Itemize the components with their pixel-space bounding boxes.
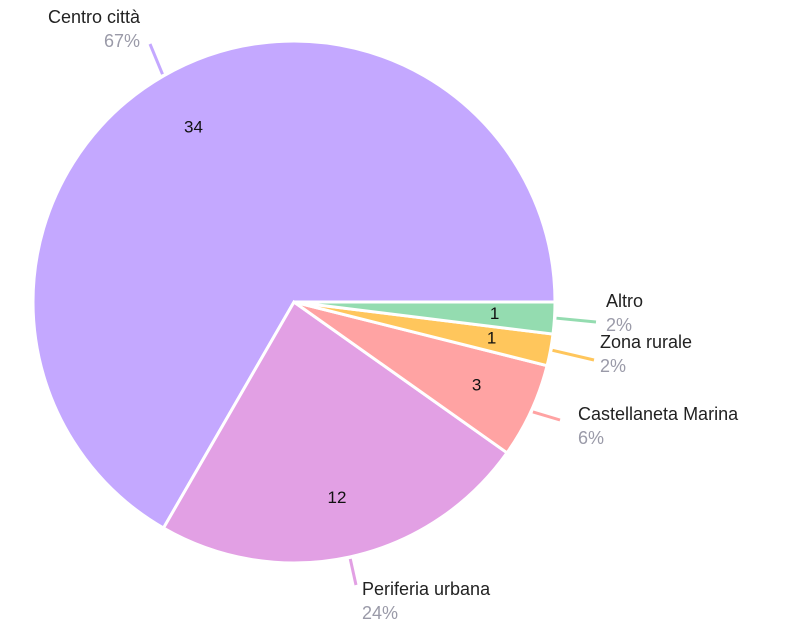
slice-label: Altro	[606, 291, 643, 311]
leader-line	[148, 43, 164, 75]
slice-label: Periferia urbana	[362, 579, 491, 599]
slice-percent: 2%	[600, 356, 626, 376]
slice-count: 1	[490, 304, 499, 323]
leader-line	[348, 558, 358, 586]
leader-line	[556, 316, 597, 324]
pie-slice	[161, 299, 510, 565]
slice-label: Castellaneta Marina	[578, 404, 739, 424]
leader-line	[552, 348, 595, 362]
pie-slice	[31, 39, 557, 531]
slice-percent: 67%	[104, 31, 140, 51]
slice-count: 34	[184, 117, 203, 136]
slice-count: 1	[487, 328, 496, 347]
pie-slice	[293, 300, 557, 336]
slice-percent: 2%	[606, 315, 632, 335]
slice-label: Zona rurale	[600, 332, 692, 352]
leader-line	[532, 410, 561, 422]
slice-count: 3	[472, 375, 481, 394]
slice-percent: 24%	[362, 603, 398, 623]
slice-count: 12	[328, 488, 347, 507]
slice-label: Centro città	[48, 7, 141, 27]
slice-percent: 6%	[578, 428, 604, 448]
